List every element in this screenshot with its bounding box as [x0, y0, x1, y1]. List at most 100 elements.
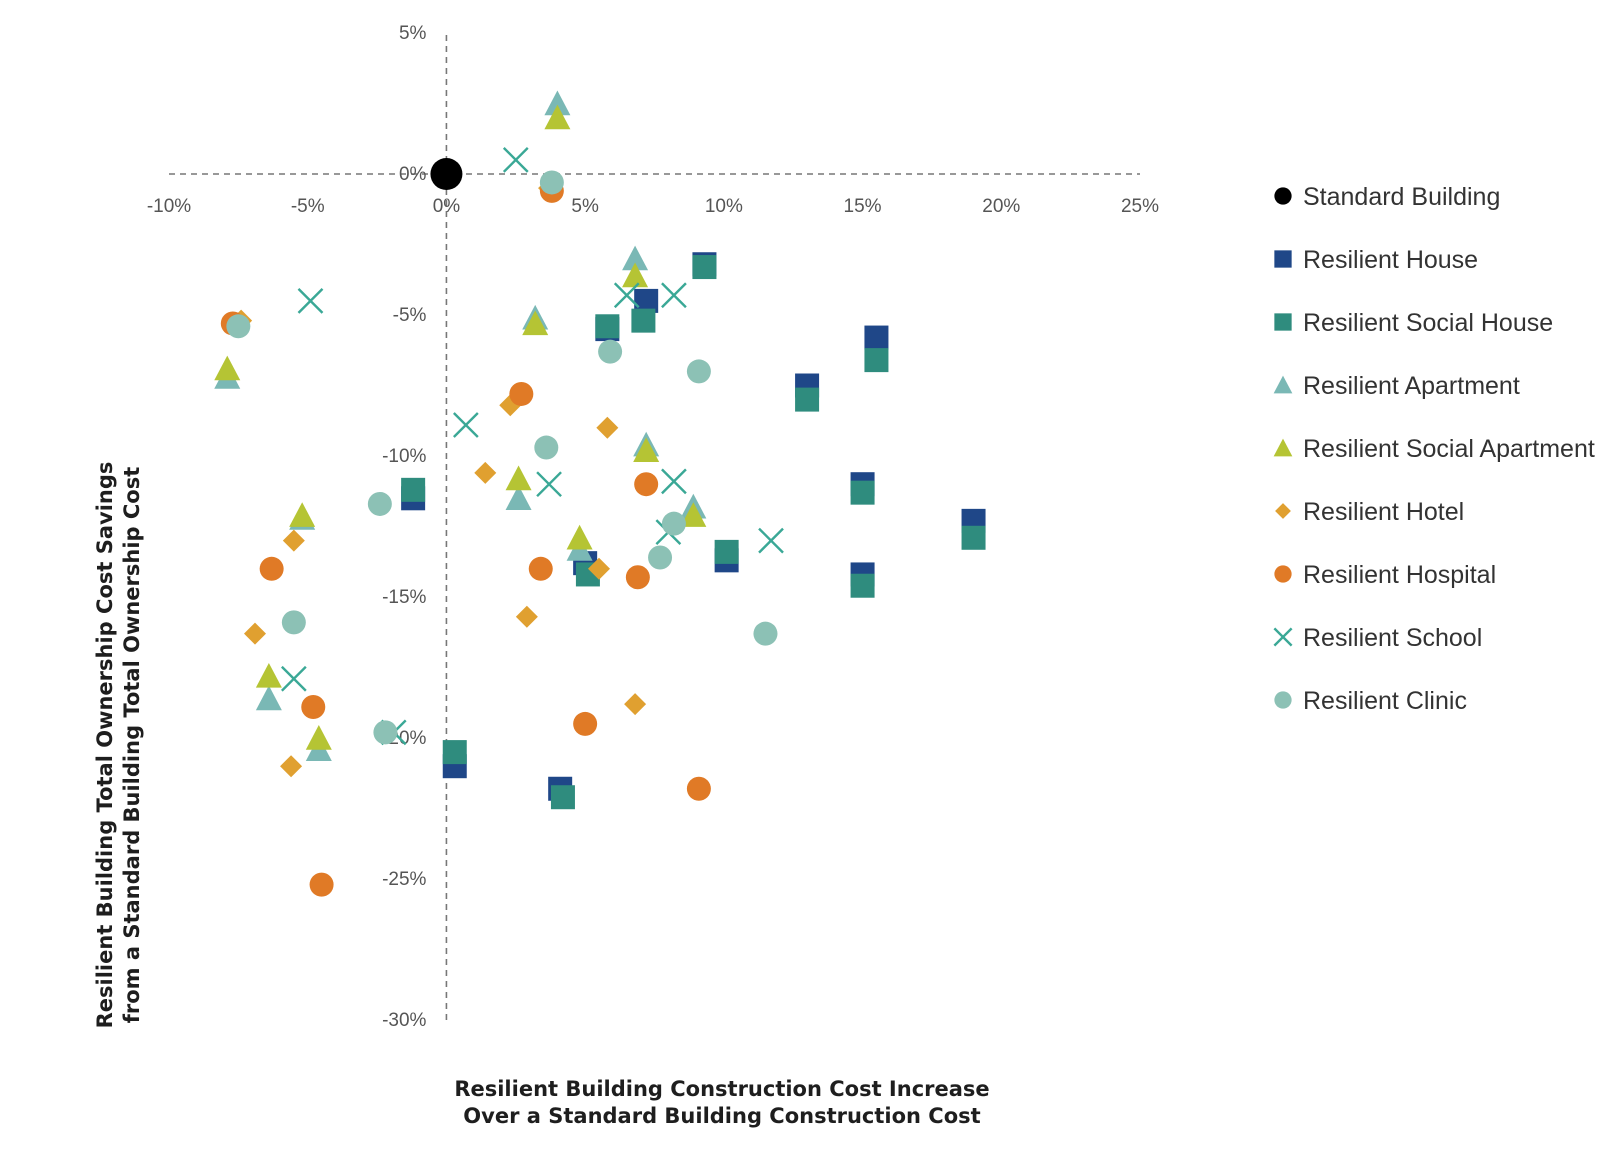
- legend-label-resilient-clinic: Resilient Clinic: [1303, 687, 1467, 715]
- legend-label-resilient-apartment: Resilient Apartment: [1303, 372, 1520, 400]
- legend-swatch-resilient-social-apartment: [1273, 438, 1293, 457]
- standard-building-point: [430, 158, 463, 190]
- resilient-hotel-point: [515, 605, 538, 628]
- resilient-social-apartment-point: [622, 262, 649, 288]
- y-tick-label: -30%: [382, 1010, 426, 1031]
- resilient-social-apartment-point: [544, 104, 571, 130]
- resilient-hospital-point: [259, 556, 284, 581]
- y-axis-ticks: 5%0%-5%-10%-15%-20%-25%-30%: [382, 23, 426, 1031]
- resilient-school-point: [661, 468, 687, 495]
- resilient-school-point: [613, 282, 640, 309]
- resilient-social-house-point: [961, 525, 986, 550]
- resilient-clinic-point: [648, 545, 673, 570]
- resilient-social-house-point: [864, 348, 889, 373]
- resilient-social-house-point: [692, 255, 717, 280]
- resilient-clinic-point: [534, 435, 559, 460]
- resilient-clinic-point: [281, 610, 306, 635]
- x-marker-stroke: [1273, 627, 1293, 647]
- resilient-hotel-point: [596, 416, 619, 439]
- resilient-clinic-point: [753, 621, 778, 646]
- resilient-social-house-point: [401, 477, 426, 502]
- x-marker-stroke: [613, 282, 640, 309]
- resilient-apartment-point: [544, 90, 571, 116]
- resilient-hospital-point: [573, 711, 598, 736]
- x-marker-stroke: [453, 412, 479, 438]
- resilient-school-point: [661, 282, 687, 309]
- x-tick-label: 15%: [844, 196, 882, 217]
- x-tick-label: 0%: [433, 196, 461, 217]
- resilient-social-house-point: [442, 740, 467, 765]
- legend-swatch-standard-building: [1274, 187, 1292, 205]
- resilient-hotel-point: [474, 461, 497, 484]
- resilient-school-point: [536, 471, 562, 498]
- x-tick-label: 25%: [1121, 196, 1159, 217]
- resilient-social-house-point: [850, 480, 875, 505]
- resilient-social-apartment-point: [289, 502, 316, 527]
- legend-item-resilient-hotel: Resilient Hotel: [1275, 498, 1464, 526]
- legend: Standard Building Resilient House Resilien…: [1273, 183, 1595, 715]
- resilient-hospital-point: [625, 565, 650, 590]
- legend-swatch-resilient-school: [1273, 627, 1293, 647]
- resilient-school-point: [758, 527, 784, 554]
- resilient-hotel-point: [624, 693, 647, 716]
- data-points: [214, 90, 986, 897]
- y-tick-label: 0%: [399, 164, 427, 185]
- resilient-hospital-point: [634, 472, 659, 497]
- resilient-social-apartment-point: [633, 437, 660, 463]
- x-marker-stroke: [758, 527, 784, 554]
- resilient-clinic-point: [367, 491, 392, 516]
- x-tick-label: 5%: [571, 196, 599, 217]
- legend-swatch-resilient-house: [1274, 250, 1292, 268]
- resilient-house-point: [864, 325, 889, 350]
- x-axis-ticks: -10% -5% 0% 5% 10% 15% 20% 25%: [147, 196, 1159, 217]
- resilient-social-house-point: [714, 539, 739, 564]
- resilient-clinic-point: [226, 314, 251, 339]
- x-marker-stroke: [280, 665, 307, 692]
- resilient-clinic-point: [661, 511, 686, 536]
- y-axis-title-line-1: Resilient Building Total Ownership Cost …: [93, 462, 117, 1029]
- x-marker-stroke: [661, 282, 687, 309]
- y-tick-label: -15%: [382, 587, 426, 608]
- resilient-school-point: [502, 147, 529, 173]
- resilient-hotel-point: [280, 755, 303, 778]
- resilient-school-point: [297, 288, 324, 314]
- legend-item-resilient-house: Resilient House: [1274, 246, 1478, 274]
- x-tick-label: -10%: [147, 196, 191, 217]
- resilient-apartment-point: [255, 685, 282, 711]
- resilient-hospital-point: [309, 872, 334, 897]
- resilient-clinic-point: [598, 339, 623, 364]
- resilient-clinic-point: [539, 170, 564, 195]
- y-tick-label: 5%: [399, 23, 427, 44]
- resilient-apartment-point: [505, 485, 532, 510]
- x-marker-stroke: [502, 147, 529, 173]
- legend-label-resilient-house: Resilient House: [1303, 246, 1478, 274]
- resilient-social-apartment-point: [680, 502, 707, 527]
- y-tick-label: -5%: [393, 305, 427, 326]
- legend-item-resilient-clinic: Resilient Clinic: [1274, 687, 1467, 715]
- legend-label-resilient-social-house: Resilient Social House: [1303, 309, 1553, 337]
- legend-label-standard-building: Standard Building: [1303, 183, 1500, 211]
- legend-swatch-resilient-apartment: [1273, 375, 1293, 394]
- resilient-social-apartment-point: [505, 465, 532, 491]
- x-tick-label: 10%: [705, 196, 743, 217]
- legend-swatch-resilient-social-house: [1274, 313, 1292, 331]
- legend-item-resilient-social-apartment: Resilient Social Apartment: [1273, 435, 1595, 463]
- legend-item-resilient-hospital: Resilient Hospital: [1274, 561, 1496, 589]
- resilient-apartment-point: [622, 245, 649, 271]
- y-tick-label: -10%: [382, 446, 426, 467]
- resilient-school-point: [280, 665, 307, 692]
- zero-reference-lines: [169, 35, 1140, 1020]
- y-tick-label: -25%: [382, 869, 426, 890]
- resilient-social-apartment-point: [566, 524, 593, 550]
- y-axis-title-line-2: from a Standard Building Total Ownership…: [120, 467, 144, 1024]
- resilient-social-house-point: [550, 785, 575, 810]
- x-tick-label: 20%: [982, 196, 1020, 217]
- legend-swatch-resilient-hotel: [1275, 503, 1291, 519]
- resilient-school-point: [453, 412, 479, 438]
- x-axis-title-line-2: Over a Standard Building Construction Co…: [463, 1104, 980, 1128]
- x-axis-title-line-1: Resilient Building Construction Cost Inc…: [454, 1077, 989, 1101]
- resilient-hospital-point: [686, 776, 711, 801]
- resilient-social-house-point: [595, 314, 620, 339]
- resilient-hospital-point: [509, 381, 534, 406]
